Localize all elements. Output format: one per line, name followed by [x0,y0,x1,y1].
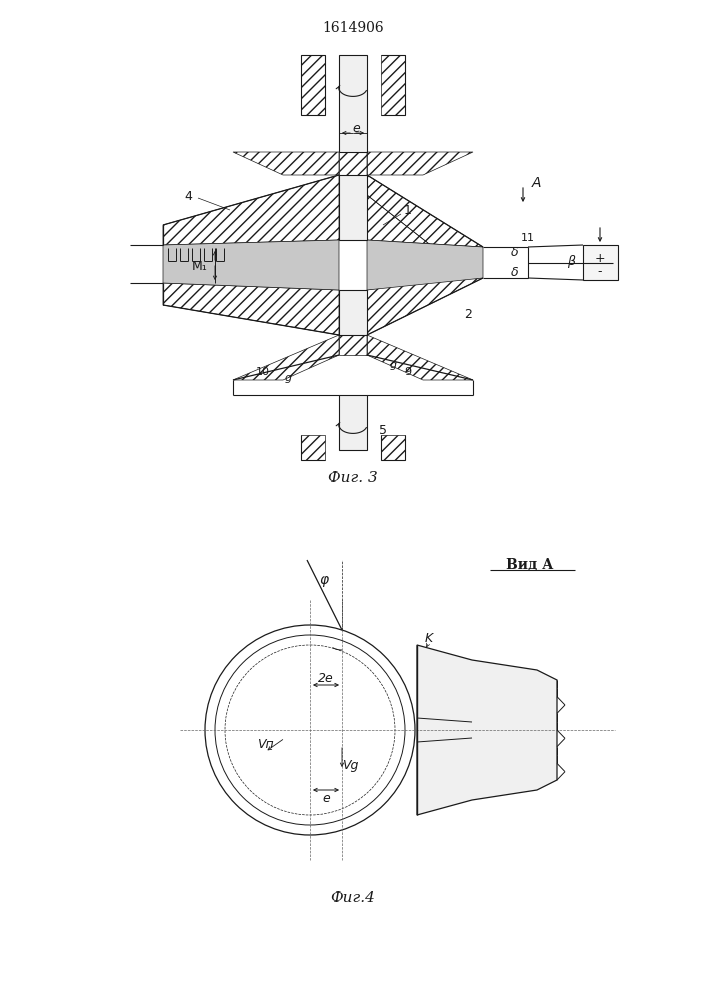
Text: 1614906: 1614906 [322,21,384,35]
Text: 4: 4 [184,190,192,202]
Text: e: e [322,792,330,804]
Text: K: K [425,632,433,645]
Text: g: g [284,373,291,383]
Text: 11: 11 [521,233,535,243]
Polygon shape [339,290,367,335]
Text: e: e [352,121,360,134]
Text: M₁: M₁ [192,260,208,273]
Text: δ: δ [511,265,519,278]
Text: δ: δ [511,246,519,259]
Text: 9: 9 [404,367,411,377]
Text: A: A [531,176,541,190]
Text: 1: 1 [404,204,412,217]
Polygon shape [339,175,367,240]
Polygon shape [583,245,618,280]
Text: 2: 2 [464,308,472,322]
Text: +: + [595,251,605,264]
Text: Фиг.4: Фиг.4 [331,891,375,905]
Polygon shape [339,395,367,450]
Text: Vg: Vg [341,758,358,772]
Text: Вид А: Вид А [506,558,554,572]
Text: 2e: 2e [318,672,334,684]
Text: -: - [597,265,602,278]
Polygon shape [339,55,367,152]
Text: 5: 5 [379,424,387,436]
Polygon shape [163,240,339,290]
Text: 10: 10 [256,367,270,377]
Text: β: β [567,255,575,268]
Text: g: g [390,360,397,370]
Text: Vп: Vп [257,738,274,752]
Polygon shape [417,645,557,815]
Text: φ: φ [320,573,329,587]
Text: Фиг. 3: Фиг. 3 [328,471,378,485]
Polygon shape [367,240,483,290]
